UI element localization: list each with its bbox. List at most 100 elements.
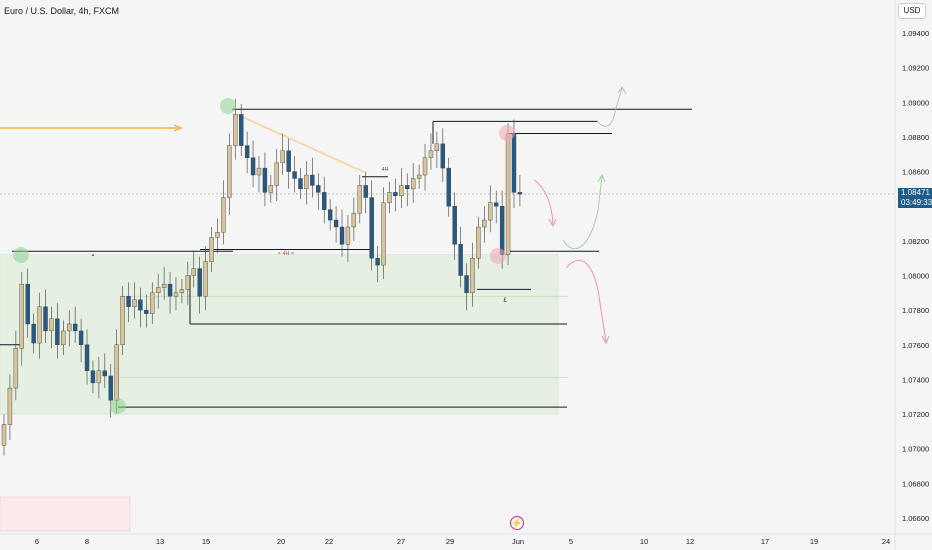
y-tick-label: 1.07800 bbox=[902, 306, 929, 315]
candle-down bbox=[167, 283, 173, 297]
candle-down bbox=[250, 157, 256, 176]
candle-up bbox=[37, 306, 42, 344]
candle-up bbox=[482, 219, 487, 228]
candle-down bbox=[405, 185, 410, 190]
range-marker: ▴ bbox=[92, 252, 95, 258]
candle-down bbox=[333, 219, 339, 228]
candle-down bbox=[43, 306, 48, 332]
candle-down bbox=[244, 145, 250, 158]
y-tick-label: 1.07000 bbox=[902, 445, 929, 454]
candle-up bbox=[221, 197, 226, 233]
x-tick-label: 20 bbox=[277, 537, 285, 546]
y-tick-label: 1.06800 bbox=[902, 479, 929, 488]
candle-down bbox=[327, 209, 333, 221]
x-tick-label: 17 bbox=[761, 537, 769, 546]
sweep-high-marker bbox=[499, 125, 515, 141]
projection-down-2 bbox=[565, 259, 607, 343]
candle-up bbox=[191, 268, 196, 276]
candle-down bbox=[511, 133, 517, 193]
candle-up bbox=[434, 143, 440, 151]
candle-down bbox=[55, 318, 60, 345]
candle-down bbox=[310, 174, 315, 186]
candle-up bbox=[304, 174, 309, 190]
trendline bbox=[235, 113, 365, 173]
candle-down bbox=[493, 202, 499, 207]
candle-up bbox=[203, 261, 208, 297]
y-tick-label: 1.07200 bbox=[902, 410, 929, 419]
candle-down bbox=[446, 167, 451, 207]
supply-box bbox=[0, 496, 131, 532]
currency-button[interactable]: USD bbox=[898, 3, 926, 19]
candle-up bbox=[120, 296, 125, 345]
candle-up bbox=[185, 275, 191, 290]
y-tick-label: 1.08000 bbox=[902, 272, 929, 281]
candle-up bbox=[179, 289, 185, 294]
candle-up bbox=[13, 348, 19, 389]
x-tick-label: 19 bbox=[810, 537, 818, 546]
candle-down bbox=[316, 185, 321, 193]
y-tick-label: 1.06600 bbox=[902, 514, 929, 523]
candle-up bbox=[410, 178, 416, 190]
x-tick-label: 6 bbox=[35, 537, 39, 546]
candle-up bbox=[19, 283, 24, 349]
candle-up bbox=[505, 133, 511, 255]
candle-up bbox=[268, 185, 274, 193]
candle-up bbox=[114, 344, 119, 401]
candle-down bbox=[78, 330, 84, 345]
candle-up bbox=[351, 212, 357, 228]
candle-down bbox=[369, 197, 374, 259]
candle-down bbox=[458, 244, 463, 276]
sweep-low-marker bbox=[490, 248, 506, 264]
candle-up bbox=[132, 299, 137, 307]
x-tick-label: 29 bbox=[446, 537, 454, 546]
y-tick-label: 1.07400 bbox=[902, 375, 929, 384]
candle-down bbox=[197, 268, 202, 297]
candle-down bbox=[126, 296, 131, 307]
low-label: £ bbox=[503, 298, 507, 304]
y-tick-label: 1.09200 bbox=[902, 64, 929, 73]
candle-up bbox=[357, 185, 362, 214]
candle-down bbox=[452, 206, 457, 245]
y-tick-label: 1.08800 bbox=[902, 133, 929, 142]
candle-down bbox=[262, 167, 268, 193]
candle-up bbox=[1, 424, 7, 446]
candle-down bbox=[102, 370, 108, 377]
x-tick-label: 22 bbox=[325, 537, 333, 546]
candle-down bbox=[138, 299, 143, 311]
projection-down-2-head bbox=[601, 335, 610, 345]
x-tick-label: 24 bbox=[882, 537, 890, 546]
candle-down bbox=[90, 370, 96, 384]
candle-up bbox=[470, 257, 475, 294]
x-tick-label: 8 bbox=[85, 537, 89, 546]
x-tick-label: 15 bbox=[202, 537, 210, 546]
x-tick-label: 12 bbox=[686, 537, 694, 546]
candle-down bbox=[298, 178, 303, 190]
projection-up-mid bbox=[562, 175, 603, 250]
y-tick-label: 1.08600 bbox=[902, 168, 929, 177]
projection-up-top bbox=[596, 87, 623, 127]
x-tick-label: 13 bbox=[156, 537, 164, 546]
candle-up bbox=[422, 157, 428, 176]
candle-down bbox=[292, 171, 297, 179]
candle-down bbox=[464, 275, 469, 294]
candle-down bbox=[440, 143, 446, 169]
range-low-marker bbox=[110, 398, 126, 414]
candle-up bbox=[209, 237, 214, 262]
candle-down bbox=[84, 344, 90, 371]
candle-up bbox=[387, 192, 392, 203]
candle-up bbox=[61, 330, 66, 345]
y-tick-label: 1.07600 bbox=[902, 341, 929, 350]
projection-up-top-head bbox=[617, 86, 627, 95]
x-tick-label: 5 bbox=[569, 537, 573, 546]
candle-down bbox=[363, 185, 368, 198]
lightning-clock-icon[interactable]: ⚡ bbox=[510, 516, 524, 530]
candle-down bbox=[375, 257, 380, 266]
candle-up bbox=[399, 185, 404, 197]
swing-high-marker bbox=[220, 98, 236, 114]
candle-down bbox=[499, 206, 505, 255]
candle-up bbox=[227, 145, 232, 198]
candle-up bbox=[381, 202, 386, 266]
candle-up bbox=[233, 114, 238, 146]
